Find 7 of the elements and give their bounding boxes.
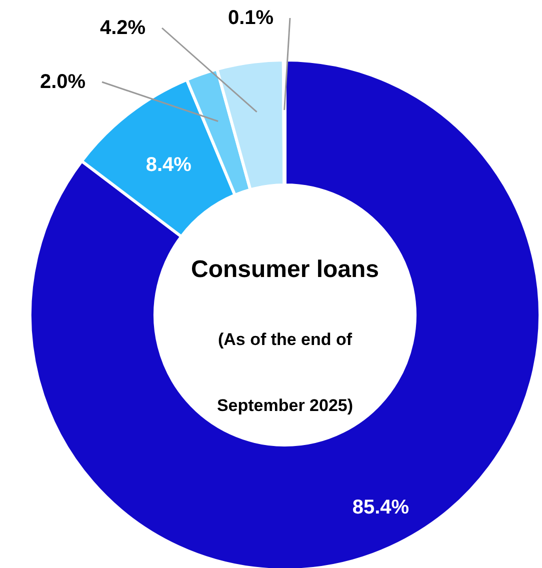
data-label: 0.1% (228, 7, 274, 29)
data-label: 2.0% (40, 71, 86, 93)
data-label: 85.4% (352, 496, 410, 519)
text: Consumer loans (190, 256, 380, 283)
text: (As of the end of September 2025) (216, 330, 354, 415)
data-label: 4.2% (100, 17, 146, 39)
data-label: 8.4% (146, 154, 192, 176)
